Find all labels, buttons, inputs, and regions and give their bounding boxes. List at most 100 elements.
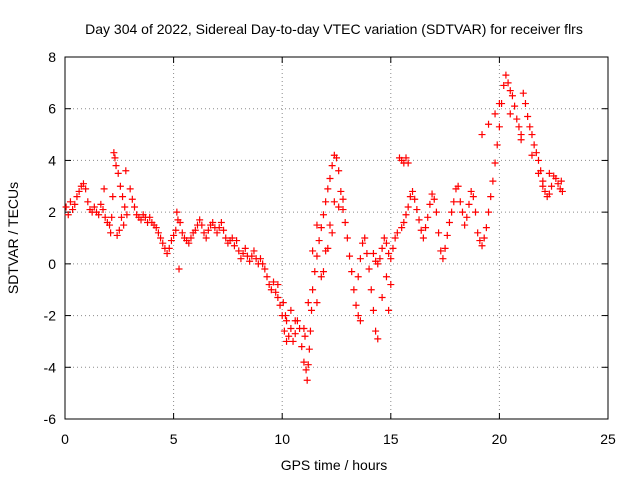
data-point bbox=[474, 229, 482, 237]
data-point bbox=[532, 149, 540, 157]
data-point bbox=[196, 216, 204, 224]
data-point bbox=[558, 187, 566, 195]
data-point bbox=[99, 206, 107, 214]
data-point bbox=[521, 100, 529, 108]
data-point bbox=[84, 198, 92, 206]
data-point bbox=[259, 260, 267, 268]
data-point bbox=[287, 306, 295, 314]
data-point bbox=[480, 234, 488, 242]
data-point bbox=[107, 229, 115, 237]
data-point bbox=[209, 218, 217, 226]
data-point bbox=[356, 255, 364, 263]
data-point bbox=[122, 167, 130, 175]
data-point bbox=[69, 206, 77, 214]
data-point bbox=[352, 301, 360, 309]
data-point bbox=[409, 187, 417, 195]
data-point bbox=[489, 177, 497, 185]
data-point bbox=[109, 193, 117, 201]
data-point bbox=[322, 198, 330, 206]
data-point bbox=[163, 250, 171, 258]
data-point bbox=[476, 237, 484, 245]
data-point bbox=[326, 221, 334, 229]
data-point bbox=[430, 195, 438, 203]
data-point bbox=[506, 110, 514, 118]
x-axis-label: GPS time / hours bbox=[281, 457, 388, 473]
data-point bbox=[378, 244, 386, 252]
data-point bbox=[317, 273, 325, 281]
data-point bbox=[391, 234, 399, 242]
data-point bbox=[541, 187, 549, 195]
data-point bbox=[387, 255, 395, 263]
data-point bbox=[152, 224, 160, 232]
data-point bbox=[545, 190, 553, 198]
data-point bbox=[75, 187, 83, 195]
data-point bbox=[369, 250, 377, 258]
data-point bbox=[187, 234, 195, 242]
y-tick-label: -6 bbox=[44, 411, 57, 427]
data-point bbox=[385, 250, 393, 258]
data-point bbox=[511, 102, 519, 110]
data-point bbox=[454, 182, 462, 190]
data-point bbox=[361, 234, 369, 242]
data-point bbox=[441, 244, 449, 252]
data-point bbox=[348, 268, 356, 276]
chart-title: Day 304 of 2022, Sidereal Day-to-day VTE… bbox=[85, 21, 583, 37]
data-point bbox=[233, 237, 241, 245]
y-tick-label: -2 bbox=[44, 308, 57, 324]
data-point bbox=[159, 239, 167, 247]
data-point bbox=[178, 229, 186, 237]
data-point bbox=[248, 252, 256, 260]
data-point bbox=[478, 242, 486, 250]
data-point bbox=[469, 193, 477, 201]
data-point bbox=[380, 234, 388, 242]
data-point bbox=[539, 182, 547, 190]
data-point bbox=[79, 180, 87, 188]
data-point bbox=[354, 312, 362, 320]
data-point bbox=[335, 167, 343, 175]
data-point bbox=[246, 257, 254, 265]
data-point bbox=[82, 185, 90, 193]
data-point bbox=[202, 234, 210, 242]
data-point bbox=[443, 231, 451, 239]
x-axis-ticks: 0 5 10 15 20 25 bbox=[61, 57, 616, 447]
data-point bbox=[217, 218, 225, 226]
x-tick-label: 25 bbox=[600, 431, 616, 447]
data-point bbox=[165, 244, 173, 252]
data-point bbox=[326, 175, 334, 183]
data-point bbox=[137, 216, 145, 224]
data-point bbox=[400, 218, 408, 226]
data-point bbox=[97, 200, 105, 208]
data-point bbox=[123, 211, 131, 219]
data-point bbox=[439, 255, 447, 263]
data-point bbox=[328, 229, 336, 237]
data-point bbox=[426, 200, 434, 208]
data-point bbox=[146, 213, 154, 221]
data-point bbox=[526, 123, 534, 131]
data-point bbox=[328, 162, 336, 170]
data-point bbox=[485, 120, 493, 128]
data-point bbox=[432, 208, 440, 216]
gridlines bbox=[65, 57, 608, 419]
data-point bbox=[491, 159, 499, 167]
data-point bbox=[524, 112, 532, 120]
data-point bbox=[343, 234, 351, 242]
x-tick-label: 10 bbox=[274, 431, 290, 447]
data-point bbox=[435, 229, 443, 237]
data-point bbox=[272, 288, 280, 296]
data-point bbox=[220, 226, 228, 234]
data-point bbox=[100, 185, 108, 193]
data-point bbox=[280, 327, 288, 335]
data-point bbox=[419, 234, 427, 242]
data-point bbox=[398, 224, 406, 232]
data-point bbox=[363, 250, 371, 258]
data-point bbox=[504, 79, 512, 87]
data-point bbox=[528, 151, 536, 159]
data-point bbox=[157, 234, 165, 242]
data-point bbox=[339, 195, 347, 203]
data-point bbox=[172, 226, 180, 234]
data-point bbox=[437, 247, 445, 255]
data-point bbox=[131, 203, 139, 211]
data-point bbox=[346, 252, 354, 260]
data-point bbox=[204, 226, 212, 234]
data-point bbox=[472, 208, 480, 216]
